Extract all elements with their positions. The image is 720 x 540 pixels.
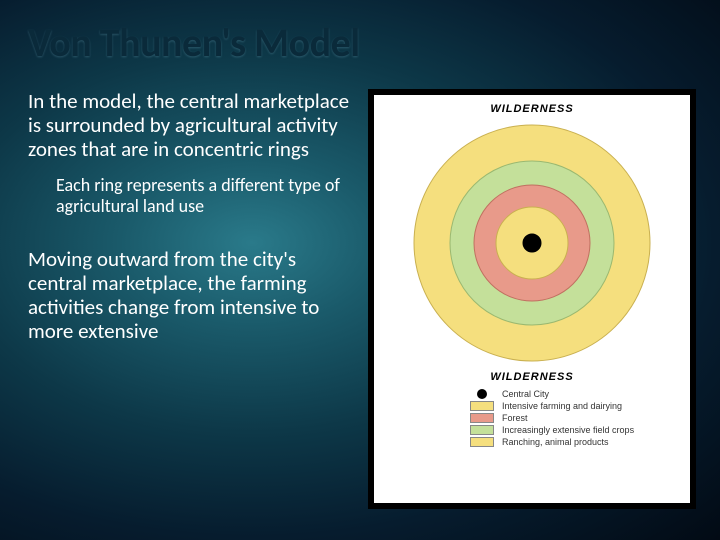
legend-swatch: [470, 437, 494, 447]
rings-svg: [408, 119, 656, 367]
concentric-rings-chart: [408, 119, 656, 367]
legend-label: Ranching, animal products: [502, 437, 609, 447]
diagram-inner: WILDERNESS WILDERNESS Central City Intens…: [374, 95, 690, 503]
legend-swatch: [470, 401, 494, 411]
legend-label: Intensive farming and dairying: [502, 401, 622, 411]
legend-swatch: [470, 413, 494, 423]
legend-row-1: Intensive farming and dairying: [470, 401, 674, 411]
legend-row-4: Ranching, animal products: [470, 437, 674, 447]
paragraph-2: Moving outward from the city's central m…: [28, 247, 356, 344]
paragraph-1: In the model, the central marketplace is…: [28, 89, 356, 161]
sub-paragraph-1: Each ring represents a different type of…: [56, 175, 356, 216]
diagram-panel: WILDERNESS WILDERNESS Central City Intens…: [368, 89, 696, 509]
slide-title: Von Thunen's Model: [28, 18, 692, 67]
legend: Central City Intensive farming and dairyi…: [380, 385, 684, 449]
legend-label: Increasingly extensive field crops: [502, 425, 634, 435]
legend-row-2: Forest: [470, 413, 674, 423]
legend-label: Central City: [502, 389, 549, 399]
legend-row-0: Central City: [470, 389, 674, 399]
text-column: In the model, the central marketplace is…: [28, 89, 356, 522]
legend-swatch: [470, 425, 494, 435]
wilderness-label-top: WILDERNESS: [490, 103, 573, 115]
legend-swatch-circle: [477, 389, 487, 399]
legend-label: Forest: [502, 413, 528, 423]
slide: Von Thunen's Model In the model, the cen…: [0, 0, 720, 540]
wilderness-label-bottom: WILDERNESS: [490, 371, 573, 383]
content-row: In the model, the central marketplace is…: [28, 89, 692, 522]
ring-city: [523, 234, 541, 252]
legend-row-3: Increasingly extensive field crops: [470, 425, 674, 435]
